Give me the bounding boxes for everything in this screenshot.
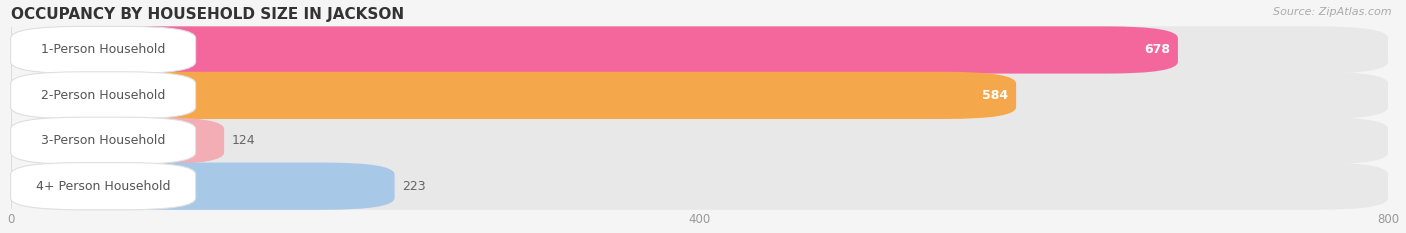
- Text: 678: 678: [1144, 44, 1170, 56]
- Text: 4+ Person Household: 4+ Person Household: [37, 180, 170, 193]
- Bar: [11, 38, 1388, 62]
- Bar: [11, 84, 1017, 107]
- Text: 124: 124: [232, 134, 256, 147]
- Bar: [11, 129, 224, 153]
- Text: 2-Person Household: 2-Person Household: [41, 89, 166, 102]
- Text: 1-Person Household: 1-Person Household: [41, 44, 166, 56]
- Bar: [11, 38, 1178, 62]
- Text: Source: ZipAtlas.com: Source: ZipAtlas.com: [1274, 7, 1392, 17]
- Text: OCCUPANCY BY HOUSEHOLD SIZE IN JACKSON: OCCUPANCY BY HOUSEHOLD SIZE IN JACKSON: [11, 7, 404, 22]
- Bar: [11, 129, 1388, 153]
- Text: 584: 584: [981, 89, 1008, 102]
- Text: 3-Person Household: 3-Person Household: [41, 134, 166, 147]
- Bar: [11, 84, 1388, 107]
- Bar: [11, 174, 1388, 198]
- Bar: [11, 174, 395, 198]
- Text: 223: 223: [402, 180, 426, 193]
